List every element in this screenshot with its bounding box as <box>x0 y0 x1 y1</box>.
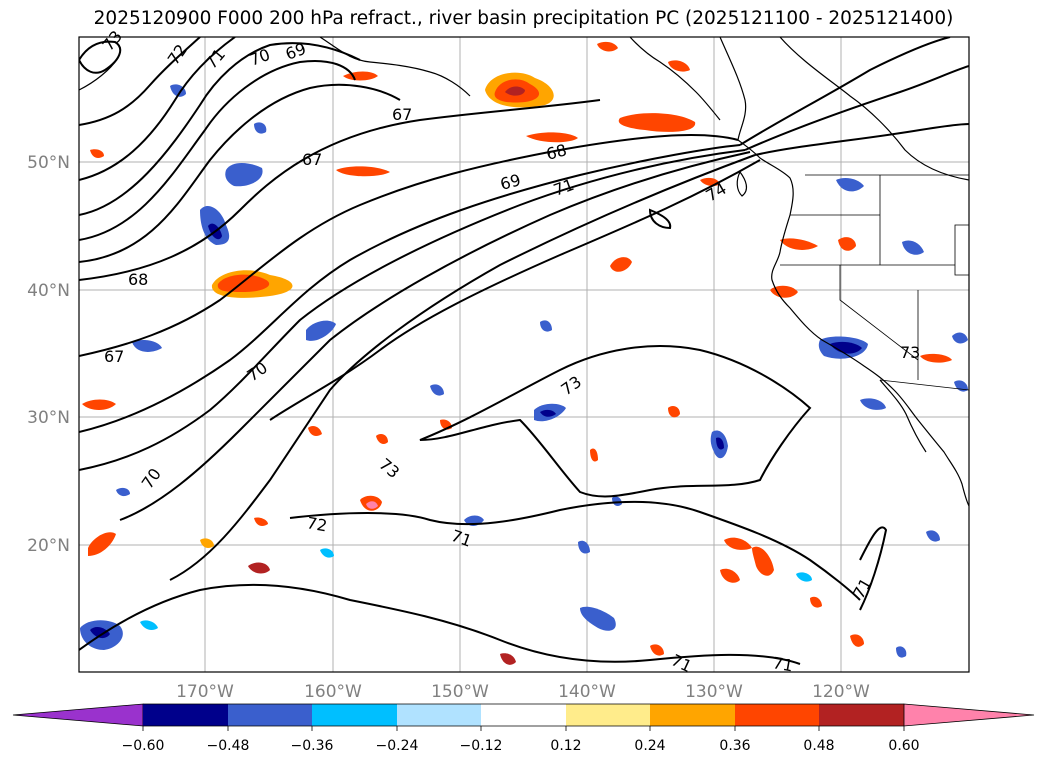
colorbar-tick: −0.60 <box>122 738 165 754</box>
colorbar-extend-low <box>12 703 144 727</box>
contour-73 <box>79 37 201 126</box>
coast-bc-inlets <box>779 37 969 181</box>
contour-71-south2 <box>79 583 801 665</box>
map-panel <box>79 37 969 672</box>
contour-label: 71 <box>771 653 794 675</box>
border-ca-nv <box>839 265 919 361</box>
precip-patch-positive <box>82 41 952 665</box>
colorbar-tick: 0.12 <box>550 738 581 754</box>
refractivity-contours <box>79 37 969 665</box>
lat-label-30n: 30°N <box>27 408 70 428</box>
contour-bundle-north <box>739 37 951 146</box>
colorbar-bin <box>312 704 397 726</box>
colorbar-tick: 0.60 <box>888 738 919 754</box>
contour-71b <box>119 151 751 521</box>
colorbar-tick: −0.36 <box>291 738 334 754</box>
colorbar-bin <box>566 704 650 726</box>
colorbar-extend-high <box>903 703 1035 727</box>
contour-70 <box>79 60 356 241</box>
coastline-alaska-panhandle <box>629 37 721 121</box>
contour-73b <box>269 159 761 421</box>
contour-71-east <box>859 526 888 611</box>
contour-67a <box>79 99 601 281</box>
colorbar-tick: −0.12 <box>460 738 503 754</box>
contour-label: 72 <box>305 513 328 535</box>
chart-title: 2025120900 F000 200 hPa refract., river … <box>93 8 954 29</box>
colorbar-bin <box>735 704 819 726</box>
lon-label-140w: 140°W <box>558 682 616 702</box>
coastline-north-america <box>719 37 969 507</box>
lon-label-170w: 170°W <box>176 682 234 702</box>
vancouver-island <box>736 170 748 197</box>
colorbar-bin <box>143 704 228 726</box>
colorbar-tick: 0.36 <box>719 738 750 754</box>
contour-label: 67 <box>392 105 412 124</box>
contour-72b <box>169 154 756 581</box>
contour-label: 67 <box>302 150 322 169</box>
precip-patch-negative <box>80 84 968 658</box>
border-utah <box>954 224 969 276</box>
contour-68 <box>79 134 739 357</box>
contour-small-closed <box>648 208 672 230</box>
colorbar-bin <box>819 704 904 726</box>
contour-73-closed <box>79 40 122 74</box>
colorbar-bin <box>481 704 566 726</box>
colorbar-tick: 0.48 <box>803 738 834 754</box>
contour-label: 68 <box>128 270 148 289</box>
colorbar-bin <box>650 704 735 726</box>
contour-label: 68 <box>544 140 569 164</box>
contour-70b <box>79 149 746 471</box>
gridlines <box>79 37 969 672</box>
precip-pc-shading <box>80 41 968 665</box>
colorbar-tick: −0.24 <box>376 738 419 754</box>
lon-label-150w: 150°W <box>431 682 489 702</box>
contour-bundle-north2 <box>744 65 969 151</box>
contour-71-south <box>289 501 861 601</box>
coastline-baja <box>879 379 927 453</box>
contour-69b <box>79 144 741 433</box>
colorbar-tick: 0.24 <box>634 738 665 754</box>
lat-label-50n: 50°N <box>27 153 70 173</box>
contour-71 <box>79 42 361 216</box>
lon-label-130w: 130°W <box>685 682 743 702</box>
contour-label: 67 <box>104 347 124 366</box>
contour-74-closed <box>419 345 812 498</box>
lat-label-40n: 40°N <box>27 281 70 301</box>
longitude-labels: 170°W 160°W 150°W 140°W 130°W 120°W <box>176 682 870 702</box>
colorbar-bin <box>397 704 481 726</box>
contour-69 <box>79 83 401 263</box>
latitude-labels: 50°N 40°N 30°N 20°N <box>27 153 70 556</box>
contour-bundle-east <box>754 123 969 156</box>
lon-label-160w: 160°W <box>304 682 362 702</box>
contour-label: 69 <box>498 170 523 194</box>
lon-label-120w: 120°W <box>812 682 870 702</box>
map-frame <box>78 36 970 673</box>
lat-label-20n: 20°N <box>27 536 70 556</box>
border-us-mexico <box>879 379 969 391</box>
colorbar: −0.60 −0.48 −0.36 −0.24 −0.12 0.12 0.24 … <box>12 703 1035 754</box>
colorbar-bin <box>228 704 312 726</box>
contour-label: 73 <box>900 343 920 362</box>
contour-72 <box>79 37 236 181</box>
state-borders <box>780 174 969 391</box>
colorbar-tick: −0.48 <box>207 738 250 754</box>
